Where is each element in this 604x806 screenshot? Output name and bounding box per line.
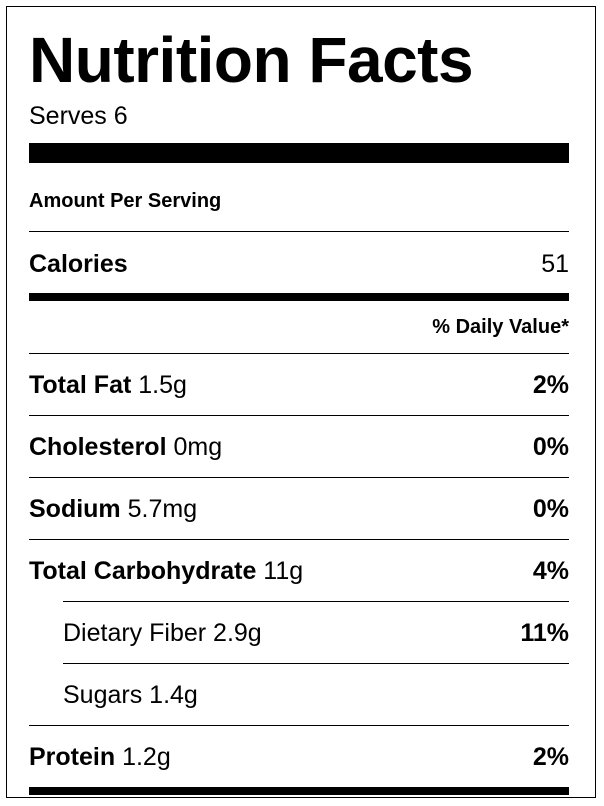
nutrient-name: Cholesterol (29, 433, 167, 461)
label-content: Nutrition Facts Serves 6 Amount Per Serv… (29, 7, 569, 797)
nutrient-row-total-carbohydrate: Total Carbohydrate 11g 4% (29, 551, 569, 591)
divider (29, 725, 569, 726)
nutrient-daily-value: 11% (520, 619, 569, 647)
divider (29, 539, 569, 540)
thick-divider (29, 143, 569, 163)
nutrient-amount: 1.4g (149, 681, 198, 709)
nutrient-daily-value: 0% (532, 433, 569, 461)
divider (29, 353, 569, 354)
nutrient-daily-value: 2% (532, 371, 569, 399)
nutrient-name: Total Carbohydrate (29, 557, 257, 585)
calories-row: Calories 51 (29, 244, 569, 284)
nutrient-row-cholesterol: Cholesterol 0mg 0% (29, 427, 569, 467)
nutrition-facts-label: Nutrition Facts Serves 6 Amount Per Serv… (6, 6, 596, 798)
nutrient-daily-value: 0% (532, 495, 569, 523)
nutrient-name: Protein (29, 743, 116, 771)
nutrient-amount: 0mg (173, 433, 223, 461)
medium-divider (29, 293, 569, 301)
divider (63, 663, 569, 664)
nutrient-amount: 2.9g (213, 619, 262, 647)
calories-value: 51 (541, 250, 569, 278)
calories-label: Calories (29, 250, 128, 278)
nutrient-name: Sugars (63, 681, 143, 709)
nutrient-daily-value: 4% (532, 557, 569, 585)
nutrient-row-sodium: Sodium 5.7mg 0% (29, 489, 569, 529)
label-title: Nutrition Facts (29, 24, 474, 96)
divider (29, 477, 569, 478)
nutrient-amount: 11g (263, 557, 304, 585)
divider (29, 415, 569, 416)
divider (63, 601, 569, 602)
nutrient-name: Total Fat (29, 371, 132, 399)
nutrient-row-sugars: Sugars 1.4g (63, 675, 569, 715)
daily-value-header: % Daily Value* (432, 316, 569, 338)
nutrient-amount: 1.2g (122, 743, 171, 771)
nutrient-amount: 1.5g (138, 371, 187, 399)
nutrient-daily-value: 2% (532, 743, 569, 771)
servings-text: Serves 6 (29, 102, 128, 130)
bottom-divider (29, 787, 569, 795)
divider (29, 231, 569, 232)
nutrient-row-dietary-fiber: Dietary Fiber 2.9g 11% (63, 613, 569, 653)
nutrient-name: Sodium (29, 495, 121, 523)
amount-per-serving-heading: Amount Per Serving (29, 190, 222, 212)
nutrient-amount: 5.7mg (127, 495, 198, 523)
nutrient-name: Dietary Fiber (63, 619, 207, 647)
nutrient-row-protein: Protein 1.2g 2% (29, 737, 569, 777)
nutrient-row-total-fat: Total Fat 1.5g 2% (29, 365, 569, 405)
